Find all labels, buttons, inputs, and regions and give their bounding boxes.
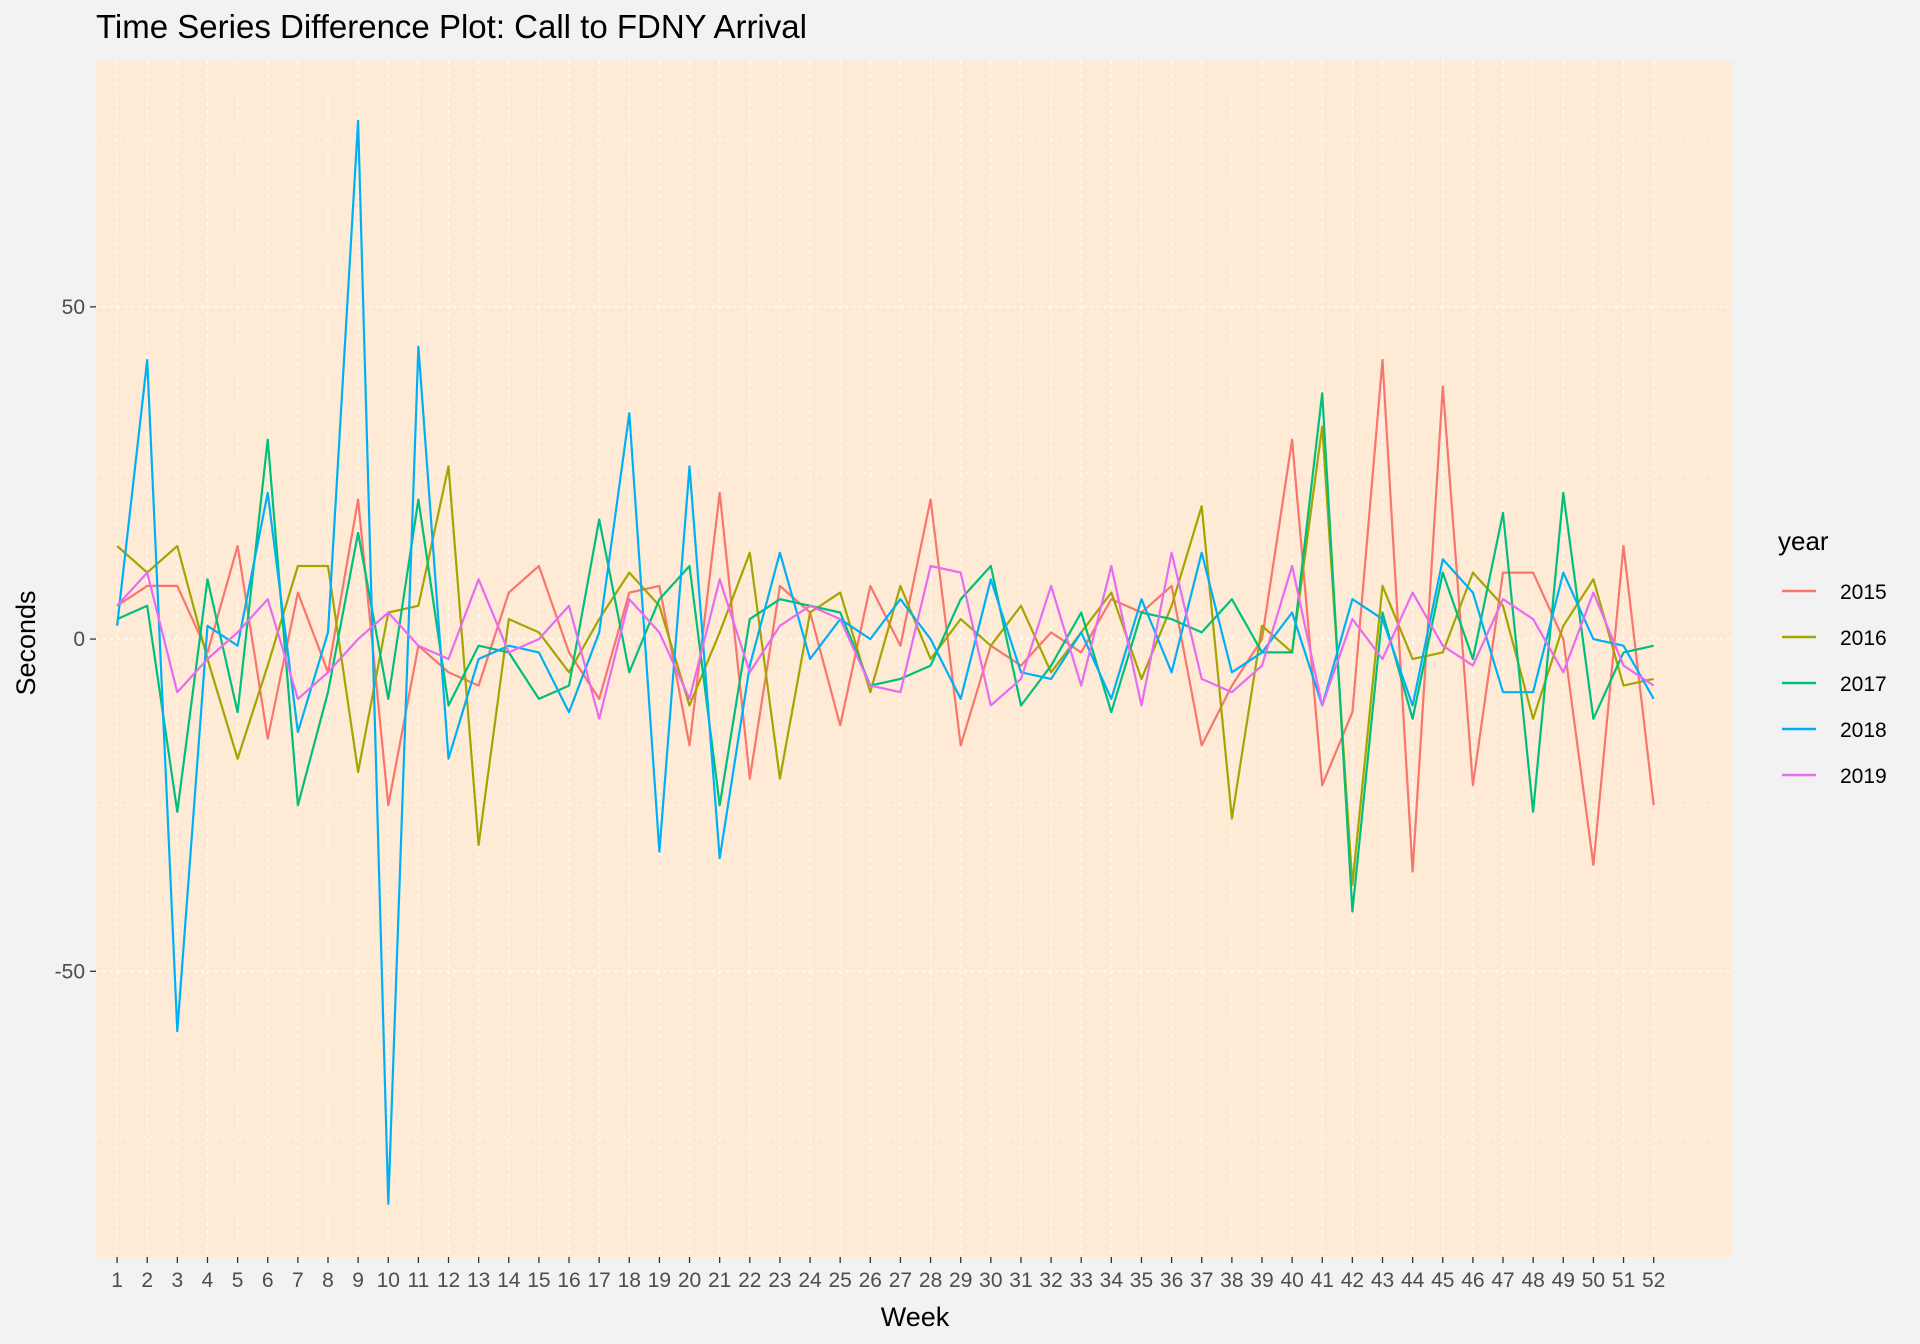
x-tick-label: 51 [1612,1269,1635,1292]
x-tick-label: 19 [648,1269,671,1292]
x-tick-label: 18 [618,1269,641,1292]
y-axis: -50 0 50 [55,296,96,983]
x-tick-label: 33 [1070,1269,1093,1292]
legend-label-2016: 2016 [1840,627,1887,650]
x-tick-label: 41 [1311,1269,1334,1292]
x-tick-label: 9 [352,1269,364,1292]
x-tick-label: 4 [202,1269,214,1292]
x-tick-label: 44 [1401,1269,1425,1292]
x-tick-label: 6 [262,1269,274,1292]
x-tick-label: 23 [768,1269,791,1292]
x-tick-label: 46 [1461,1269,1484,1292]
x-tick-label: 28 [919,1269,942,1292]
x-tick-label: 27 [889,1269,912,1292]
x-tick-label: 35 [1130,1269,1153,1292]
legend-box [1778,562,1858,798]
x-axis-title: Week [881,1302,950,1332]
x-tick-label: 1 [111,1269,123,1292]
x-tick-label: 47 [1491,1269,1514,1292]
x-tick-label: 45 [1431,1269,1454,1292]
legend-items: 2015 2016 2017 2018 2019 [1782,581,1887,788]
x-axis: 1 2 3 4 5 6 7 8 9 10 11 12 13 14 15 16 17 18 19 20 21 22 23 24 2… [111,1257,1665,1292]
x-tick-label: 11 [407,1269,429,1292]
x-tick-label: 26 [859,1269,882,1292]
grid-minor [96,140,1732,1138]
x-tick-label: 29 [949,1269,972,1292]
x-tick-label: 40 [1280,1269,1303,1292]
x-tick-label: 48 [1521,1269,1544,1292]
chart-title: Time Series Difference Plot: Call to FDN… [96,8,807,45]
x-tick-label: 5 [232,1269,244,1292]
x-tick-label: 31 [1009,1269,1032,1292]
legend-title: year [1778,526,1829,556]
legend-label-2018: 2018 [1840,719,1887,742]
y-axis-title: Seconds [11,590,41,695]
x-tick-label: 38 [1220,1269,1243,1292]
series-layer [116,119,1655,1205]
x-tick-label: 8 [322,1269,334,1292]
x-tick-label: 22 [738,1269,761,1292]
x-tick-label: 16 [557,1269,580,1292]
x-tick-label: 36 [1160,1269,1183,1292]
legend-label-2015: 2015 [1840,581,1887,604]
x-tick-label: 17 [587,1269,610,1292]
x-tick-label: 49 [1552,1269,1575,1292]
legend-label-2019: 2019 [1840,765,1887,788]
x-tick-label: 2 [141,1269,153,1292]
x-tick-label: 13 [467,1269,490,1292]
series-line-2019 [116,551,1655,720]
x-tick-label: 3 [172,1269,184,1292]
y-tick-label: 0 [73,628,85,651]
x-tick-label: 30 [979,1269,1002,1292]
x-tick-label: 20 [678,1269,701,1292]
plot-panel [96,61,1732,1257]
x-tick-label: 10 [377,1269,400,1292]
x-tick-label: 37 [1190,1269,1213,1292]
x-tick-label: 12 [437,1269,460,1292]
x-tick-label: 7 [292,1269,304,1292]
y-tick-label: -50 [55,960,85,983]
legend: year 2015 2016 2017 2018 2019 [1778,526,1887,798]
series-line-2017 [116,392,1654,913]
x-tick-label: 32 [1039,1269,1062,1292]
x-tick-label: 42 [1341,1269,1364,1292]
x-tick-label: 43 [1371,1269,1394,1292]
x-tick-label: 24 [798,1269,822,1292]
x-tick-label: 25 [829,1269,852,1292]
series-line-2018 [116,119,1655,1205]
x-tick-label: 39 [1250,1269,1273,1292]
x-tick-label: 15 [527,1269,550,1292]
x-tick-label: 21 [708,1269,731,1292]
x-tick-label: 34 [1100,1269,1124,1292]
legend-label-2017: 2017 [1840,673,1887,696]
y-tick-label: 50 [62,296,85,319]
x-tick-label: 52 [1642,1269,1665,1292]
x-tick-label: 14 [497,1269,521,1292]
x-tick-label: 50 [1582,1269,1605,1292]
